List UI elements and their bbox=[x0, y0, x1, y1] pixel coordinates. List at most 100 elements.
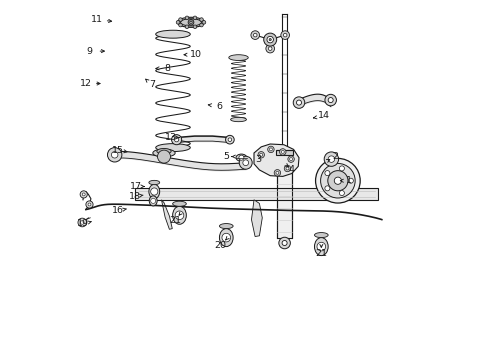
Bar bbox=[277, 155, 292, 238]
Text: 11: 11 bbox=[91, 15, 103, 24]
Text: 5: 5 bbox=[223, 152, 229, 161]
Circle shape bbox=[281, 31, 290, 40]
Circle shape bbox=[282, 240, 287, 246]
Text: 8: 8 bbox=[165, 64, 171, 73]
Circle shape bbox=[151, 188, 158, 195]
Circle shape bbox=[325, 171, 330, 176]
Text: 17: 17 bbox=[130, 182, 142, 191]
Ellipse shape bbox=[315, 233, 328, 238]
Text: 9: 9 bbox=[86, 46, 93, 55]
Circle shape bbox=[179, 18, 182, 21]
Circle shape bbox=[107, 148, 122, 162]
Circle shape bbox=[239, 155, 244, 160]
Circle shape bbox=[269, 47, 272, 50]
Text: 18: 18 bbox=[129, 192, 141, 201]
Circle shape bbox=[324, 152, 339, 166]
Circle shape bbox=[264, 33, 277, 46]
Text: 4: 4 bbox=[289, 165, 295, 174]
Circle shape bbox=[151, 198, 156, 203]
Circle shape bbox=[340, 166, 344, 171]
Circle shape bbox=[185, 16, 189, 20]
Circle shape bbox=[175, 211, 184, 220]
Circle shape bbox=[78, 218, 87, 227]
Circle shape bbox=[293, 97, 305, 108]
Circle shape bbox=[286, 167, 289, 170]
Ellipse shape bbox=[220, 224, 233, 229]
Circle shape bbox=[193, 25, 197, 28]
Circle shape bbox=[290, 158, 293, 161]
Ellipse shape bbox=[220, 229, 233, 247]
Circle shape bbox=[274, 170, 281, 176]
Text: 20: 20 bbox=[215, 241, 226, 250]
Circle shape bbox=[316, 158, 360, 203]
Circle shape bbox=[111, 152, 118, 158]
Ellipse shape bbox=[149, 184, 160, 199]
Ellipse shape bbox=[157, 149, 171, 154]
Polygon shape bbox=[251, 200, 262, 237]
Circle shape bbox=[193, 16, 197, 20]
Circle shape bbox=[202, 21, 206, 24]
Circle shape bbox=[88, 203, 91, 206]
Circle shape bbox=[253, 33, 257, 37]
Circle shape bbox=[328, 156, 335, 162]
Polygon shape bbox=[254, 144, 299, 176]
Circle shape bbox=[200, 23, 203, 27]
Circle shape bbox=[340, 190, 344, 195]
Text: 21: 21 bbox=[169, 216, 181, 225]
Ellipse shape bbox=[229, 55, 248, 60]
Text: 15: 15 bbox=[112, 146, 124, 155]
Circle shape bbox=[80, 191, 87, 198]
Circle shape bbox=[82, 193, 85, 196]
Ellipse shape bbox=[315, 238, 328, 256]
Circle shape bbox=[320, 163, 355, 198]
Polygon shape bbox=[162, 200, 172, 229]
Text: 7: 7 bbox=[149, 80, 155, 89]
Text: 6: 6 bbox=[216, 102, 222, 111]
Circle shape bbox=[279, 237, 291, 249]
Circle shape bbox=[325, 186, 330, 191]
Circle shape bbox=[269, 39, 271, 41]
Circle shape bbox=[251, 31, 260, 40]
Text: 19: 19 bbox=[77, 219, 89, 228]
Circle shape bbox=[243, 160, 248, 166]
Circle shape bbox=[174, 138, 179, 142]
Ellipse shape bbox=[180, 19, 201, 26]
Text: 21: 21 bbox=[316, 249, 327, 258]
Circle shape bbox=[348, 178, 353, 183]
Text: 1: 1 bbox=[346, 176, 352, 185]
Circle shape bbox=[172, 135, 182, 145]
Bar bbox=[276, 150, 293, 155]
Circle shape bbox=[225, 135, 234, 144]
Circle shape bbox=[222, 233, 231, 242]
Ellipse shape bbox=[149, 196, 157, 206]
Circle shape bbox=[185, 25, 189, 28]
Circle shape bbox=[228, 138, 232, 141]
Circle shape bbox=[267, 36, 273, 43]
Circle shape bbox=[270, 148, 272, 151]
Circle shape bbox=[317, 242, 326, 251]
Ellipse shape bbox=[149, 180, 160, 185]
Ellipse shape bbox=[231, 117, 246, 122]
Circle shape bbox=[200, 18, 203, 21]
Circle shape bbox=[284, 165, 291, 172]
Circle shape bbox=[80, 221, 84, 224]
Ellipse shape bbox=[177, 17, 204, 27]
Ellipse shape bbox=[156, 144, 190, 152]
Circle shape bbox=[258, 152, 265, 158]
Ellipse shape bbox=[236, 154, 247, 161]
Circle shape bbox=[296, 100, 301, 105]
Text: 2: 2 bbox=[333, 152, 339, 161]
Text: 16: 16 bbox=[112, 206, 124, 215]
Circle shape bbox=[239, 156, 252, 169]
Circle shape bbox=[280, 149, 286, 155]
Circle shape bbox=[283, 33, 287, 37]
Text: 13: 13 bbox=[165, 133, 177, 142]
Circle shape bbox=[288, 156, 294, 162]
Text: 10: 10 bbox=[191, 50, 202, 59]
Circle shape bbox=[328, 98, 333, 103]
Circle shape bbox=[334, 177, 342, 184]
Circle shape bbox=[276, 171, 279, 174]
Text: 12: 12 bbox=[80, 79, 92, 88]
Circle shape bbox=[325, 94, 337, 106]
Text: 3: 3 bbox=[256, 154, 262, 163]
